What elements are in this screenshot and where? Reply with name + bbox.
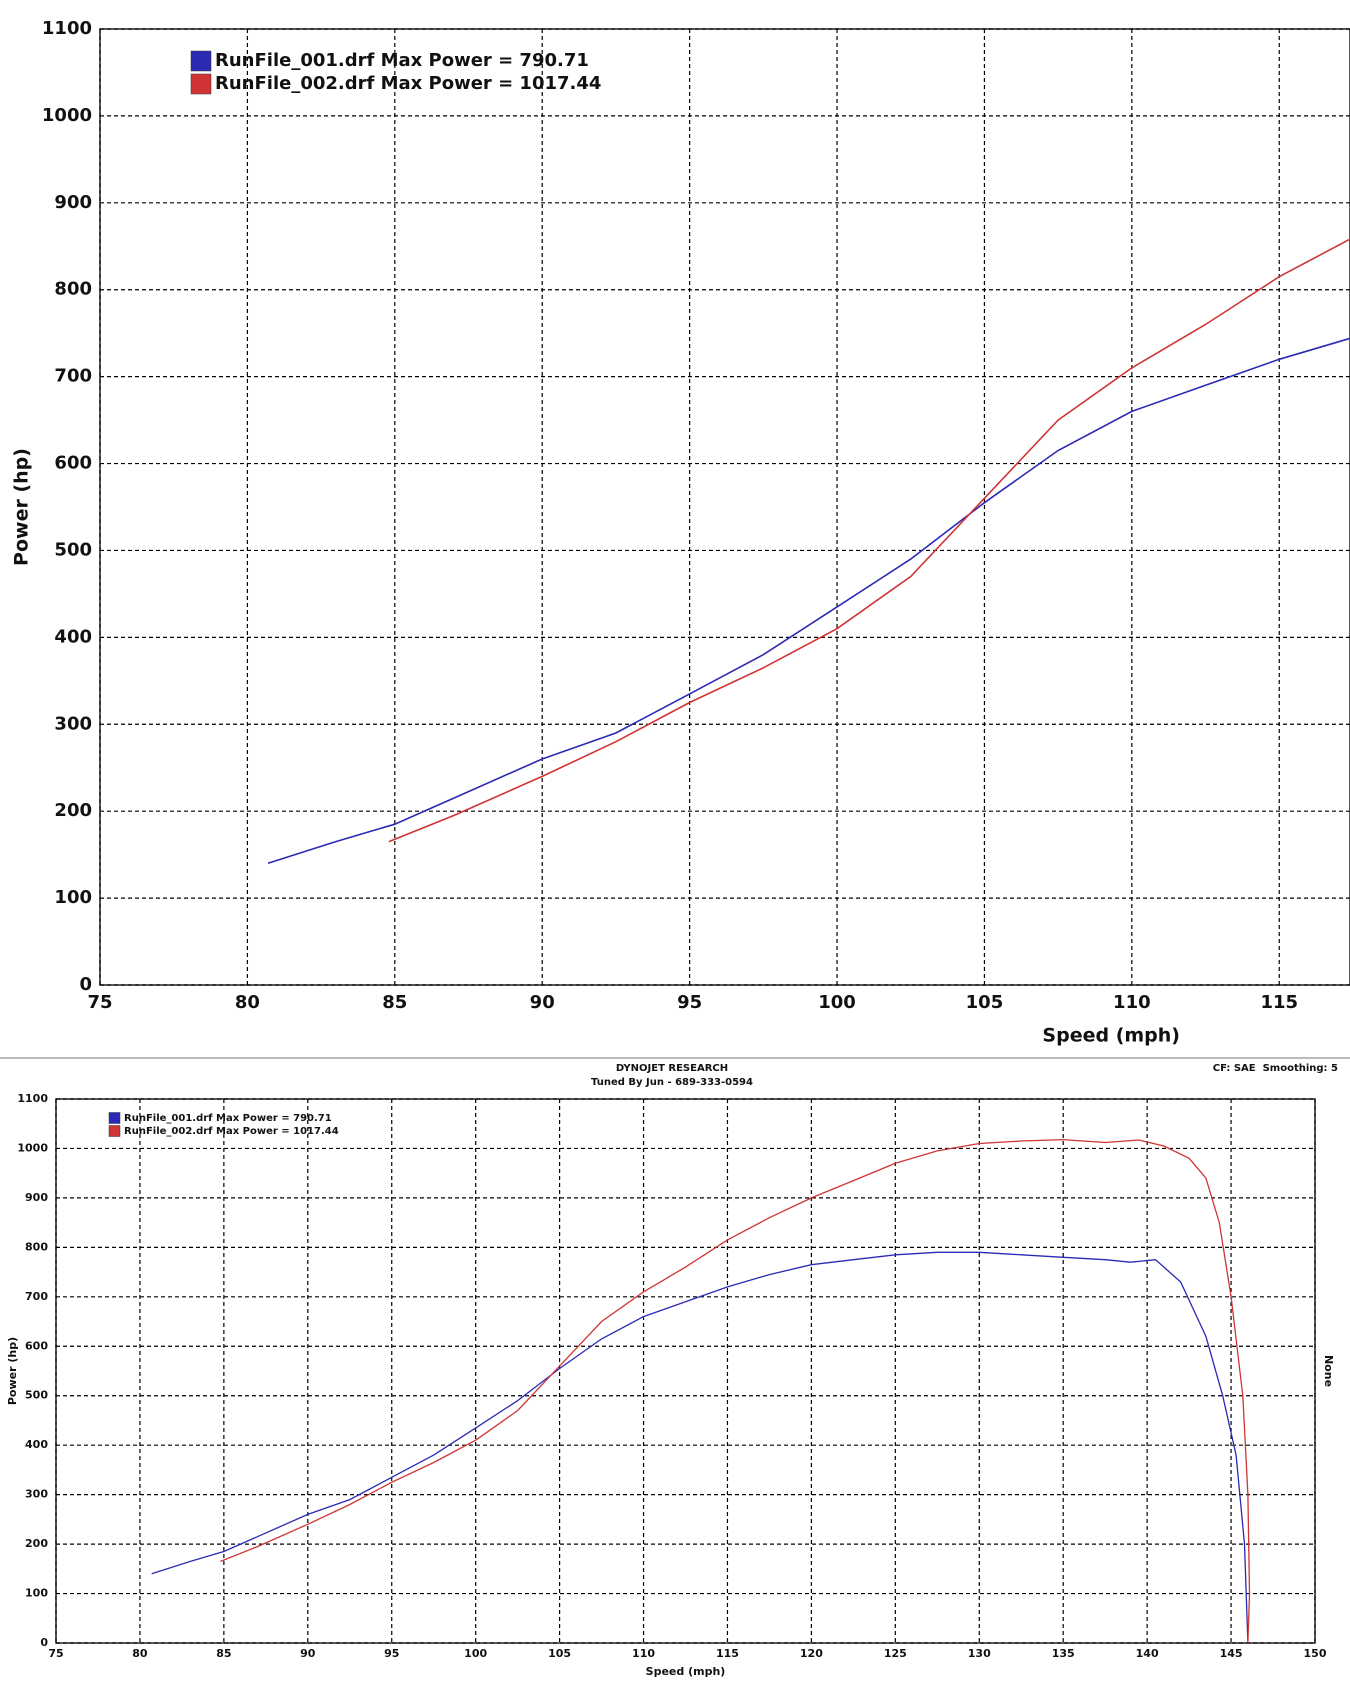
legend-swatch: [108, 1125, 121, 1137]
x-tick-label: 80: [132, 1647, 148, 1660]
legend-swatch: [190, 73, 212, 95]
y-tick-label: 200: [54, 800, 92, 821]
y2-axis-label: None: [1322, 1355, 1335, 1387]
x-tick-label: 85: [382, 992, 407, 1013]
y-tick-label: 0: [40, 1636, 48, 1649]
y-tick-label: 100: [54, 887, 92, 908]
x-tick-label: 140: [1136, 1647, 1159, 1660]
x-tick-label: 75: [48, 1647, 63, 1660]
x-tick-label: 90: [300, 1647, 316, 1660]
y-axis-label: Power (hp): [11, 448, 33, 566]
legend-label: RunFile_001.drf Max Power = 790.71: [124, 1113, 332, 1124]
series-group: [151, 1138, 1251, 1644]
y-tick-label: 900: [54, 192, 92, 213]
x-tick-label: 75: [87, 992, 112, 1013]
y-tick-label: 0: [79, 974, 92, 995]
x-tick-label: 125: [884, 1647, 907, 1660]
x-tick-label: 105: [548, 1647, 571, 1660]
chart-title: DYNOJET RESEARCH: [616, 1063, 728, 1074]
x-tick-label: 115: [716, 1647, 739, 1660]
y-tick-label: 1000: [17, 1141, 48, 1154]
series-line: [151, 1251, 1249, 1644]
y-tick-label: 1000: [42, 105, 92, 126]
y-tick-label: 100: [25, 1587, 48, 1600]
legend-swatch: [108, 1112, 121, 1124]
x-tick-label: 90: [530, 992, 555, 1013]
y-tick-label: 1100: [42, 18, 92, 39]
series-line: [220, 1138, 1251, 1644]
series-line: [388, 238, 1350, 843]
x-tick-label: 80: [235, 992, 260, 1013]
x-tick-label: 110: [632, 1647, 655, 1660]
x-tick-label: 100: [818, 992, 856, 1013]
x-tick-label: 115: [1260, 992, 1298, 1013]
y-tick-label: 1100: [17, 1092, 48, 1105]
y-axis-label: Power (hp): [6, 1337, 19, 1405]
x-tick-label: 135: [1052, 1647, 1075, 1660]
x-tick-label: 150: [1304, 1647, 1327, 1660]
y-tick-label: 600: [54, 453, 92, 474]
series-group: [267, 238, 1350, 865]
x-axis-label: Speed (mph): [1042, 1025, 1180, 1047]
y-tick-label: 600: [25, 1339, 48, 1352]
chart-subtitle: Tuned By Jun - 689-333-0594: [591, 1077, 753, 1088]
legend-label: RunFile_002.drf Max Power = 1017.44: [124, 1126, 339, 1137]
plot-area: [99, 28, 1350, 986]
x-axis-label: Speed (mph): [646, 1665, 726, 1678]
x-tick-label: 120: [800, 1647, 823, 1660]
plot-area: [55, 1098, 1316, 1644]
x-tick-label: 105: [966, 992, 1004, 1013]
x-tick-label: 95: [384, 1647, 399, 1660]
legend-label: RunFile_001.drf Max Power = 790.71: [215, 50, 589, 71]
y-tick-label: 300: [54, 713, 92, 734]
legend-swatch: [190, 50, 212, 72]
x-tick-label: 130: [968, 1647, 991, 1660]
y-tick-label: 700: [25, 1290, 48, 1303]
y-tick-label: 800: [25, 1240, 48, 1253]
y-tick-label: 700: [54, 366, 92, 387]
x-tick-label: 110: [1113, 992, 1151, 1013]
y-tick-label: 300: [25, 1488, 48, 1501]
y-tick-label: 200: [25, 1537, 48, 1550]
y-tick-label: 400: [25, 1438, 48, 1451]
x-tick-label: 100: [464, 1647, 487, 1660]
series-line: [267, 337, 1350, 865]
x-tick-label: 85: [216, 1647, 231, 1660]
y-tick-label: 500: [54, 539, 92, 560]
x-tick-label: 145: [1220, 1647, 1243, 1660]
y-tick-label: 800: [54, 279, 92, 300]
y-tick-label: 900: [25, 1191, 48, 1204]
x-tick-label: 95: [677, 992, 702, 1013]
y-tick-label: 500: [25, 1389, 48, 1402]
legend-label: RunFile_002.drf Max Power = 1017.44: [215, 73, 601, 94]
settings-note: CF: SAE Smoothing: 5: [1213, 1063, 1338, 1074]
y-tick-label: 400: [54, 626, 92, 647]
